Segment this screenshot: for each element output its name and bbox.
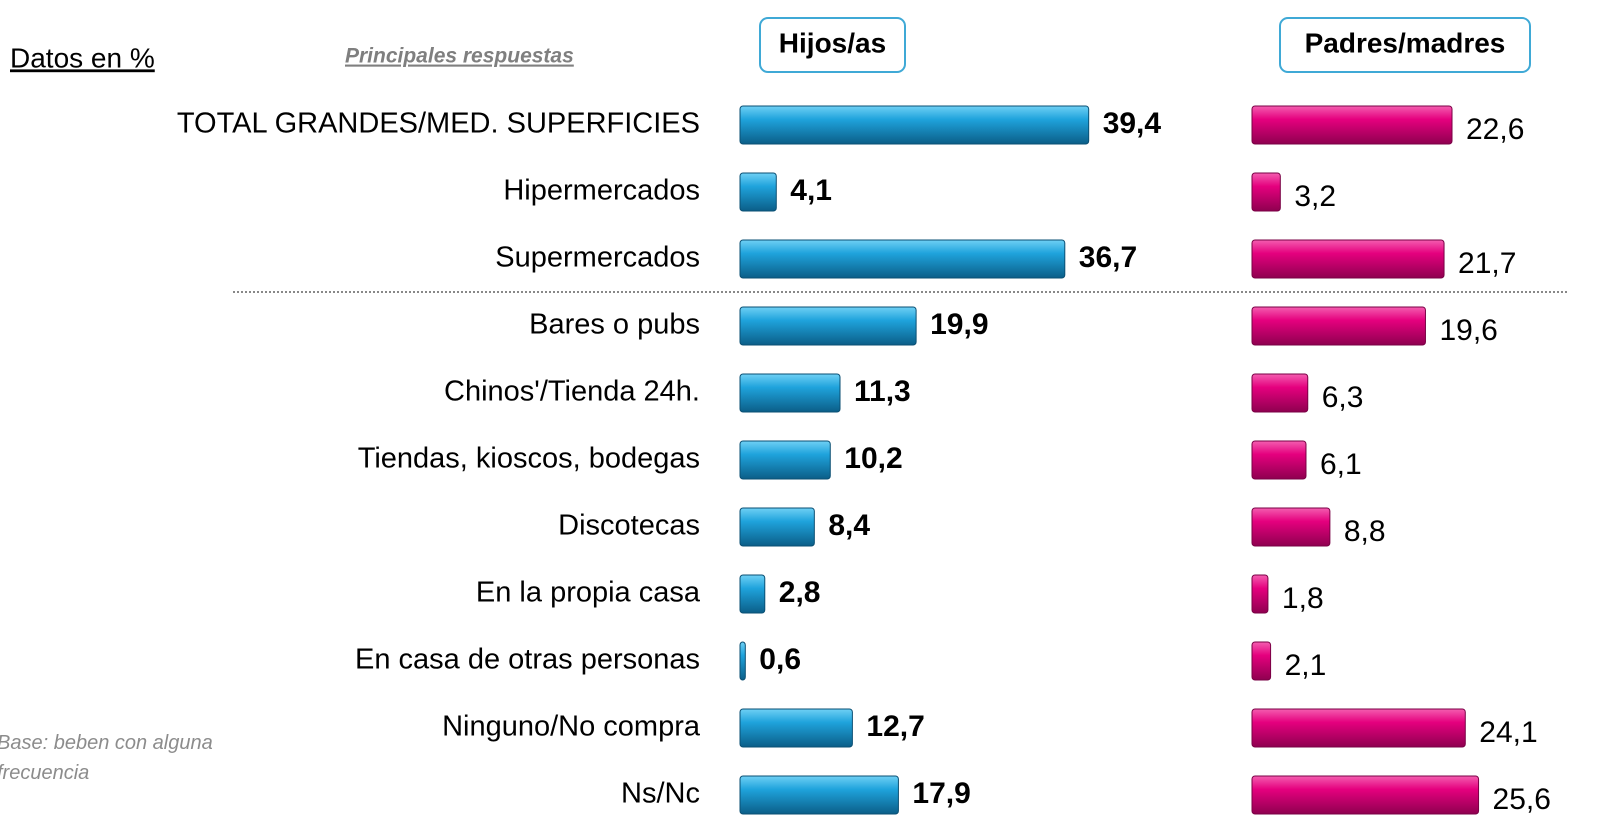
value-label: 17,9 (912, 777, 970, 810)
bar (739, 172, 777, 212)
annotation: Principales respuestas (345, 45, 574, 68)
value-label: 19,6 (1439, 314, 1497, 347)
bar (1251, 172, 1281, 212)
value-label: 10,2 (844, 442, 902, 475)
value-label: 24,1 (1479, 716, 1537, 749)
value-label: 6,3 (1322, 381, 1364, 414)
value-label: 39,4 (1103, 107, 1162, 140)
value-label: 1,8 (1282, 582, 1324, 615)
bar (1251, 373, 1309, 413)
category-label: Hipermercados (503, 175, 700, 207)
bar (739, 105, 1090, 145)
value-label: 12,7 (866, 710, 924, 743)
bar (1251, 574, 1269, 614)
category-label: En casa de otras personas (355, 644, 700, 676)
value-label: 2,1 (1285, 649, 1327, 682)
value-label: 0,6 (759, 643, 801, 676)
category-label: En la propia casa (476, 577, 701, 609)
category-label: Discotecas (558, 510, 700, 542)
bar (739, 775, 899, 815)
value-label: 25,6 (1493, 783, 1551, 816)
value-label: 6,1 (1320, 448, 1362, 481)
bar (1251, 641, 1272, 681)
category-label: TOTAL GRANDES/MED. SUPERFICIES (177, 108, 700, 140)
category-label: Tiendas, kioscos, bodegas (358, 443, 700, 475)
value-label: 19,9 (930, 308, 988, 341)
bar (739, 440, 831, 480)
subtitle: Datos en % (10, 42, 155, 73)
bar (739, 641, 746, 681)
legend-box (759, 17, 906, 73)
bar (739, 306, 917, 346)
category-label: Ns/Nc (621, 778, 700, 810)
value-label: 4,1 (790, 174, 832, 207)
bar (739, 708, 853, 748)
value-label: 8,8 (1344, 515, 1386, 548)
bar (1251, 507, 1331, 547)
legend-box (1279, 17, 1531, 73)
bar (1251, 708, 1466, 748)
value-label: 11,3 (854, 375, 911, 408)
value-label: 2,8 (779, 576, 821, 609)
value-label: 8,4 (828, 509, 870, 542)
bar (739, 574, 766, 614)
bar (739, 239, 1066, 279)
bar (739, 507, 815, 547)
value-label: 36,7 (1079, 241, 1137, 274)
legend-label: Hijos/as (779, 27, 886, 58)
category-label: Bares o pubs (529, 309, 700, 341)
category-label: Ninguno/No compra (442, 711, 701, 743)
value-label: 3,2 (1294, 180, 1336, 213)
bar (1251, 306, 1426, 346)
note-box: Base: beben con alguna frecuencia (0, 732, 213, 784)
bar (1251, 440, 1307, 480)
value-label: 21,7 (1458, 247, 1516, 280)
legend-label: Padres/madres (1305, 27, 1506, 58)
note: Base: beben con alguna frecuencia (0, 732, 213, 784)
bar (1251, 105, 1453, 145)
bar (739, 373, 841, 413)
category-label: Supermercados (495, 242, 700, 274)
category-label: Chinos'/Tienda 24h. (444, 376, 700, 408)
bar (1251, 775, 1480, 815)
bar (1251, 239, 1445, 279)
value-label: 22,6 (1466, 113, 1524, 146)
